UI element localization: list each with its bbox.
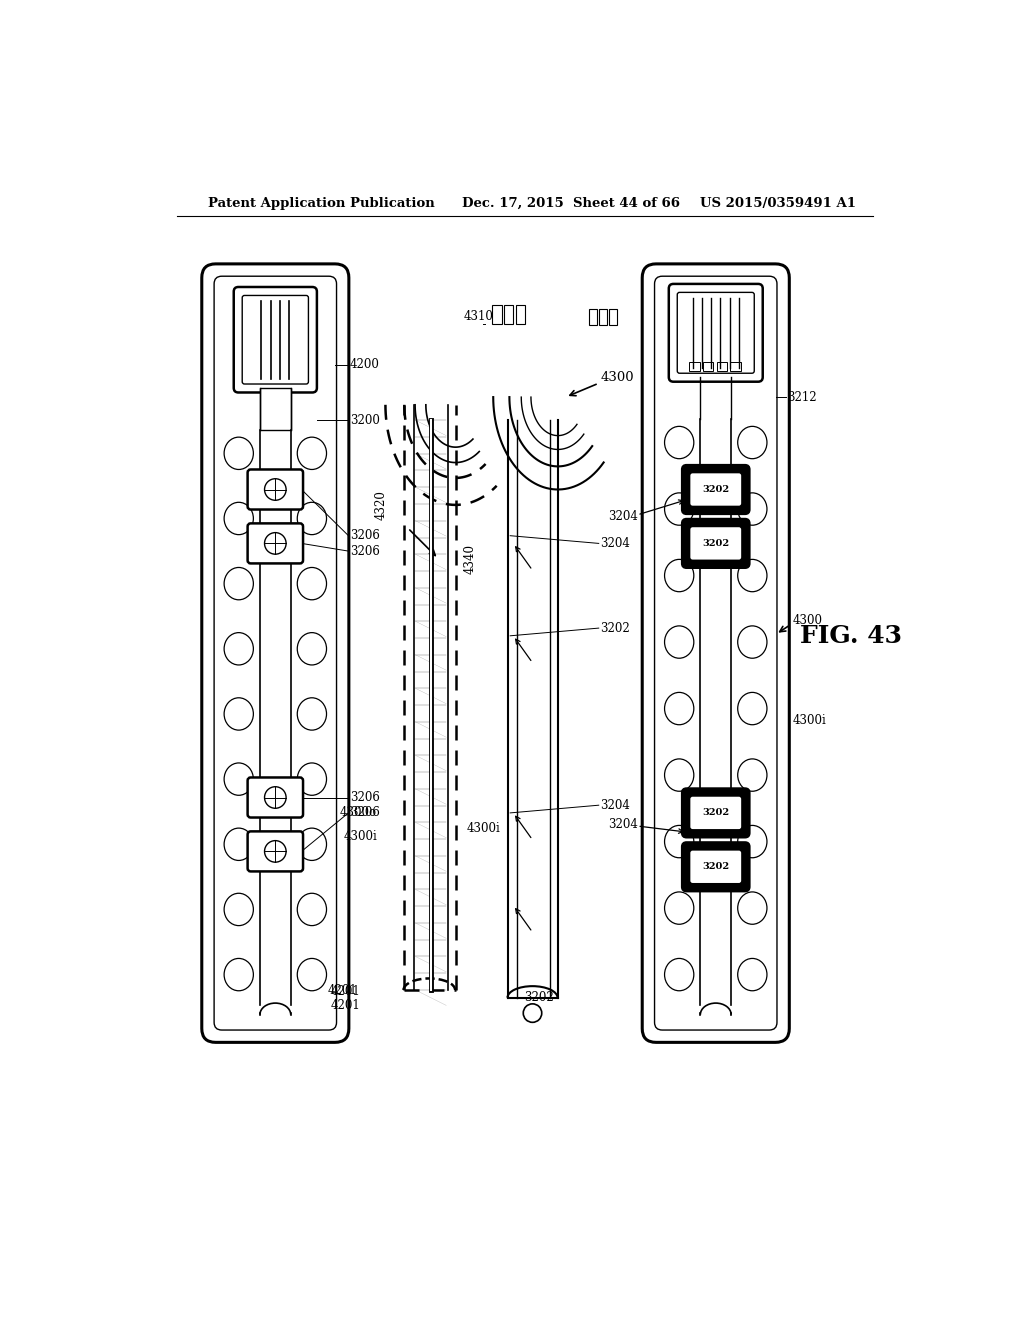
Bar [689,362,699,371]
Bar [515,305,524,323]
Text: 3206: 3206 [350,529,380,543]
FancyBboxPatch shape [683,466,749,513]
Text: 4320: 4320 [375,490,387,520]
Bar [493,305,502,323]
Text: 3202: 3202 [702,539,729,548]
Text: 4300i: 4300i [793,714,826,727]
Text: 4201: 4201 [331,985,360,998]
FancyBboxPatch shape [690,474,741,506]
Bar [608,309,617,326]
Text: 3206: 3206 [350,545,380,557]
FancyBboxPatch shape [248,832,303,871]
Text: 3204: 3204 [600,537,630,550]
FancyBboxPatch shape [248,524,303,564]
FancyBboxPatch shape [248,777,303,817]
Bar [589,309,597,326]
FancyBboxPatch shape [683,843,749,891]
FancyBboxPatch shape [248,470,303,510]
Text: 4300i: 4300i [466,822,500,834]
FancyBboxPatch shape [202,264,349,1043]
Text: 4201: 4201 [331,999,360,1012]
Text: 3202: 3202 [702,808,729,817]
Text: 3202: 3202 [524,991,554,1005]
FancyBboxPatch shape [690,527,741,560]
Bar [702,362,714,371]
FancyBboxPatch shape [642,264,790,1043]
FancyBboxPatch shape [683,789,749,837]
Text: 4340: 4340 [463,544,476,574]
Bar [599,309,607,326]
Text: 3200: 3200 [350,413,380,426]
Text: 4300i: 4300i [343,829,377,842]
Text: 3204: 3204 [608,818,638,832]
Text: Dec. 17, 2015  Sheet 44 of 66: Dec. 17, 2015 Sheet 44 of 66 [462,197,680,210]
FancyBboxPatch shape [683,520,749,568]
Text: US 2015/0359491 A1: US 2015/0359491 A1 [700,197,856,210]
Text: 3202: 3202 [702,484,729,494]
FancyBboxPatch shape [690,850,741,883]
Text: 3202: 3202 [600,622,630,635]
Text: 3212: 3212 [787,391,817,404]
Text: 3204: 3204 [608,510,638,523]
Text: 3206: 3206 [350,791,380,804]
Text: Patent Application Publication: Patent Application Publication [208,197,434,210]
Text: 3206: 3206 [350,807,380,820]
Text: 4300o: 4300o [340,807,377,820]
Text: 3202: 3202 [702,862,729,871]
FancyBboxPatch shape [669,284,763,381]
FancyBboxPatch shape [233,286,316,392]
Text: 4201: 4201 [328,983,357,997]
Text: 4200: 4200 [350,358,380,371]
Text: 4300: 4300 [793,614,822,627]
Bar [717,362,727,371]
Text: 4300: 4300 [600,371,634,384]
FancyBboxPatch shape [690,797,741,829]
Bar [730,362,741,371]
Text: 3204: 3204 [600,799,630,812]
Bar [504,305,513,323]
Text: 4310: 4310 [463,310,494,323]
Bar [260,388,291,430]
Text: FIG. 43: FIG. 43 [801,624,902,648]
